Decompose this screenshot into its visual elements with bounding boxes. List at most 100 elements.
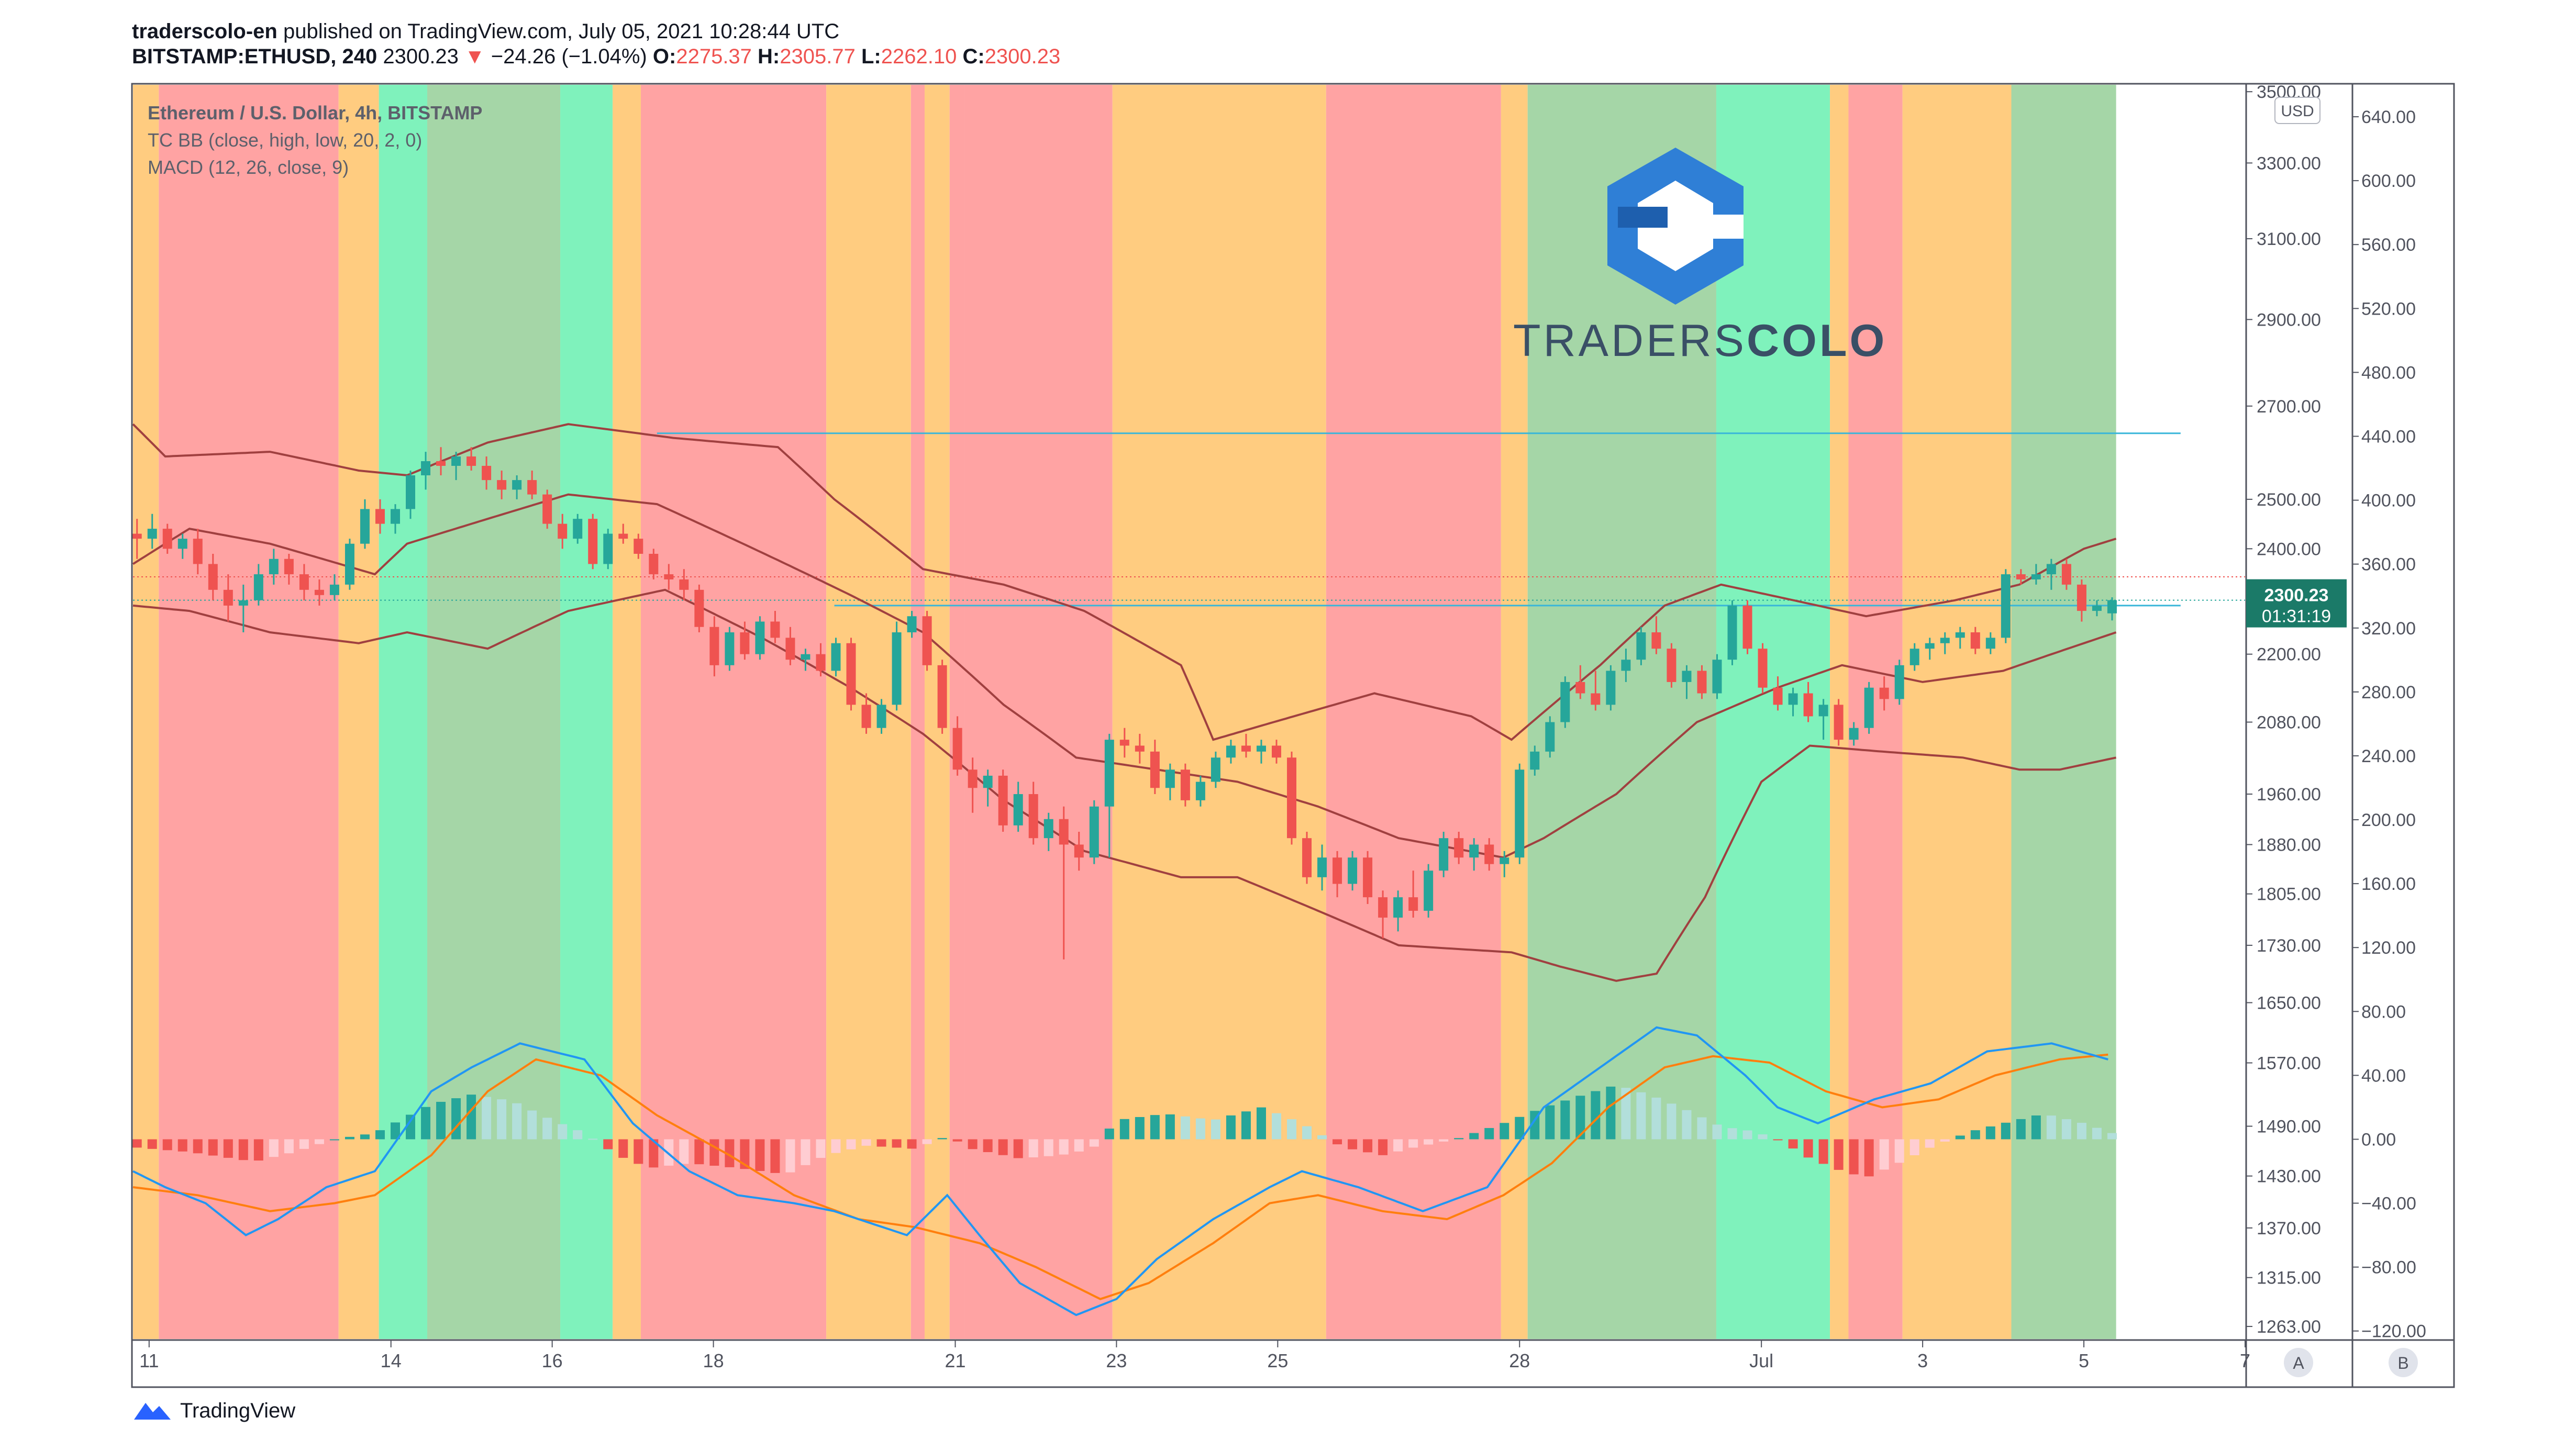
histogram-bar [770,1139,780,1173]
footer-brand[interactable]: TradingView [180,1399,296,1422]
time-tick-label: 7 [2240,1350,2250,1371]
histogram-bar [2001,1122,2011,1140]
histogram-bar [937,1138,947,1140]
price-axis[interactable]: 3500.003300.003100.002900.002700.002500.… [2246,82,2321,1337]
histogram-bar [1697,1117,1707,1140]
price-tick-label: 1730.00 [2257,936,2321,956]
candle-body [725,632,735,665]
histogram-bar [1727,1128,1737,1140]
horizontal-levels [133,432,2245,607]
histogram-bar [1287,1119,1297,1140]
published-text: published on TradingView.com, July 05, 2… [283,20,840,43]
histogram-bar [542,1118,552,1140]
macd-axis[interactable]: 640.00 600.00 560.00 520.00 480.00 440.00 400.… [2352,107,2426,1342]
legend-bb[interactable]: TC BB (close, high, low, 20, 2, 0) [148,129,423,151]
histogram-bar [208,1139,218,1156]
histogram-bar [269,1139,279,1157]
candle-body [1272,745,1281,758]
candle-body [1834,705,1844,740]
logo-hexagon-inner-icon [1638,181,1713,271]
candle-body [937,665,947,728]
candle-body [208,564,218,590]
histogram-bar [558,1124,568,1140]
candle-body [284,559,294,575]
candle-body [1028,794,1038,839]
currency-tag[interactable] [2274,97,2320,124]
candle-body [1195,782,1205,800]
macd-tick-label: 360.00 [2361,555,2416,575]
auto-scale-button[interactable] [2284,1348,2313,1377]
candle-body [1682,671,1692,682]
macd-line [132,1026,2108,1316]
histogram-bar [1818,1139,1828,1164]
histogram-bar [1013,1139,1023,1158]
legend-series[interactable]: Ethereum / U.S. Dollar, 4h, BITSTAMP [148,102,483,124]
histogram-bar [1909,1139,1919,1155]
candle-body [2107,600,2117,613]
histogram-bar [1408,1139,1418,1148]
histogram-bar [1302,1126,1312,1140]
histogram-bar [1606,1086,1616,1140]
candle-body [1849,728,1859,740]
histogram-bar [497,1099,507,1140]
histogram-bar [1454,1138,1464,1140]
candle-body [2016,574,2026,579]
candle-body [1074,844,1084,858]
price-tick-label: 1263.00 [2257,1317,2321,1337]
candle-body [1742,605,1752,649]
publisher-name[interactable]: traderscolo-en [132,20,277,43]
histogram-bar [360,1134,370,1140]
histogram-bar [406,1114,416,1140]
histogram-bar [1180,1116,1190,1140]
log-scale-button[interactable] [2389,1348,2418,1377]
zone-red [1848,85,1903,1339]
histogram-bar [1575,1096,1585,1140]
histogram-bar [1591,1091,1601,1140]
histogram-bar [1074,1139,1084,1152]
candle-body [360,509,370,544]
candle-body [892,632,902,705]
legend-macd[interactable]: MACD (12, 26, close, 9) [148,157,349,178]
histogram-bar [876,1139,886,1147]
histogram-bar [1333,1139,1342,1145]
high-label: H: [758,45,780,68]
histogram-bar [1211,1119,1220,1140]
price-tick-label: 3300.00 [2257,153,2321,173]
time-tick-label: 11 [139,1350,159,1371]
candle-body [345,543,354,585]
histogram-bar [694,1139,704,1165]
histogram-bar [1043,1139,1053,1156]
zone-mint [379,85,427,1339]
candle-body [1119,740,1129,746]
price-tick-label: 2900.00 [2257,310,2321,330]
histogram-bar [952,1139,962,1142]
histogram-bar [2016,1119,2026,1140]
histogram-bar [801,1139,810,1165]
log-scale-label: B [2397,1354,2408,1372]
candle-body [1150,751,1160,788]
macd-tick-label: 120.00 [2361,938,2416,958]
histogram-bar [223,1139,233,1158]
open-label: O: [652,45,676,68]
candle-body [253,574,263,600]
price-tick-label: 2700.00 [2257,397,2321,417]
candle-body [1651,632,1661,649]
histogram-bar [892,1139,902,1148]
histogram-bar [755,1139,765,1171]
zone-green [2011,85,2116,1339]
time-axis[interactable]: 11 14 16 18 21 23 25 28 Jul 3 5 7 [139,1340,2250,1371]
candle-body [1985,638,1995,649]
candle-body [785,638,795,660]
price-tick-label: 2080.00 [2257,713,2321,733]
candle-body [482,465,492,481]
change-text: −24.26 (−1.04%) [491,45,647,68]
bb-basis-line [132,493,2117,859]
candle-body [1043,819,1053,839]
candle-body [664,574,674,579]
zone-orange [613,85,641,1339]
candle-body [983,775,993,788]
bb-lower-line [132,588,2117,982]
zone-red [911,85,925,1339]
histogram-bar [1424,1139,1434,1145]
